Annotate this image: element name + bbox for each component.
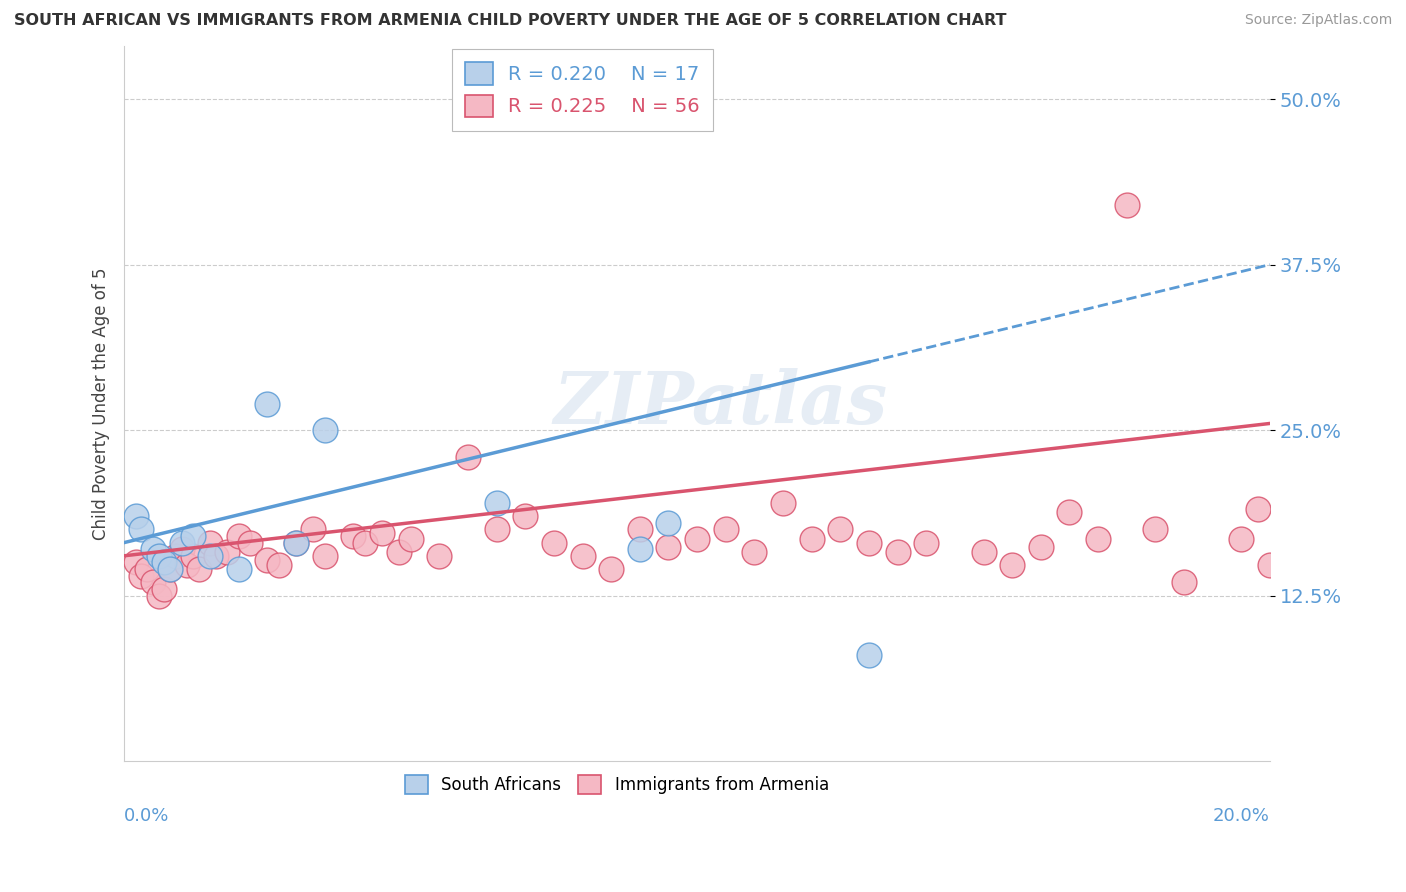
Point bbox=[485, 522, 508, 536]
Point bbox=[256, 396, 278, 410]
Point bbox=[1087, 532, 1109, 546]
Point bbox=[353, 535, 375, 549]
Point bbox=[657, 516, 679, 530]
Point bbox=[148, 549, 170, 563]
Point bbox=[515, 509, 537, 524]
Point bbox=[165, 549, 187, 563]
Point bbox=[285, 535, 308, 549]
Point bbox=[628, 522, 651, 536]
Point bbox=[181, 529, 204, 543]
Point bbox=[131, 522, 153, 536]
Point bbox=[176, 558, 198, 572]
Point bbox=[1115, 198, 1137, 212]
Point bbox=[772, 496, 794, 510]
Point bbox=[399, 532, 422, 546]
Point bbox=[159, 562, 181, 576]
Point bbox=[543, 535, 565, 549]
Point bbox=[142, 542, 165, 557]
Point bbox=[285, 535, 308, 549]
Point bbox=[159, 562, 181, 576]
Point bbox=[148, 589, 170, 603]
Point bbox=[371, 526, 394, 541]
Point bbox=[1247, 502, 1270, 516]
Point bbox=[1144, 522, 1167, 536]
Point bbox=[744, 545, 766, 559]
Point bbox=[427, 549, 450, 563]
Text: 20.0%: 20.0% bbox=[1213, 807, 1270, 825]
Point bbox=[124, 556, 146, 570]
Point bbox=[170, 535, 193, 549]
Point bbox=[153, 556, 176, 570]
Point bbox=[239, 535, 262, 549]
Point bbox=[1258, 558, 1281, 572]
Y-axis label: Child Poverty Under the Age of 5: Child Poverty Under the Age of 5 bbox=[93, 268, 110, 540]
Point bbox=[205, 549, 228, 563]
Point bbox=[181, 549, 204, 563]
Text: ZIPatlas: ZIPatlas bbox=[553, 368, 887, 439]
Point bbox=[457, 450, 479, 464]
Point bbox=[136, 562, 159, 576]
Point bbox=[600, 562, 623, 576]
Point bbox=[124, 509, 146, 524]
Point bbox=[628, 542, 651, 557]
Point bbox=[800, 532, 823, 546]
Point bbox=[388, 545, 411, 559]
Text: 0.0%: 0.0% bbox=[124, 807, 170, 825]
Point bbox=[1230, 532, 1253, 546]
Point bbox=[228, 529, 250, 543]
Text: Source: ZipAtlas.com: Source: ZipAtlas.com bbox=[1244, 13, 1392, 28]
Point bbox=[142, 575, 165, 590]
Point bbox=[267, 558, 290, 572]
Point bbox=[886, 545, 908, 559]
Text: SOUTH AFRICAN VS IMMIGRANTS FROM ARMENIA CHILD POVERTY UNDER THE AGE OF 5 CORREL: SOUTH AFRICAN VS IMMIGRANTS FROM ARMENIA… bbox=[14, 13, 1007, 29]
Point bbox=[915, 535, 938, 549]
Point bbox=[256, 553, 278, 567]
Point bbox=[170, 542, 193, 557]
Point bbox=[858, 535, 880, 549]
Point bbox=[858, 648, 880, 662]
Point bbox=[198, 549, 221, 563]
Point bbox=[1173, 575, 1195, 590]
Point bbox=[153, 582, 176, 596]
Point bbox=[187, 562, 209, 576]
Point bbox=[485, 496, 508, 510]
Point bbox=[1001, 558, 1024, 572]
Point bbox=[198, 535, 221, 549]
Point bbox=[571, 549, 593, 563]
Point bbox=[1029, 540, 1052, 554]
Point bbox=[314, 423, 336, 437]
Point bbox=[228, 562, 250, 576]
Point bbox=[657, 540, 679, 554]
Legend: South Africans, Immigrants from Armenia: South Africans, Immigrants from Armenia bbox=[396, 767, 838, 803]
Point bbox=[830, 522, 852, 536]
Point bbox=[714, 522, 737, 536]
Point bbox=[1059, 505, 1081, 519]
Point bbox=[314, 549, 336, 563]
Point bbox=[686, 532, 709, 546]
Point bbox=[973, 545, 995, 559]
Point bbox=[342, 529, 364, 543]
Point bbox=[217, 545, 239, 559]
Point bbox=[302, 522, 325, 536]
Point bbox=[131, 568, 153, 582]
